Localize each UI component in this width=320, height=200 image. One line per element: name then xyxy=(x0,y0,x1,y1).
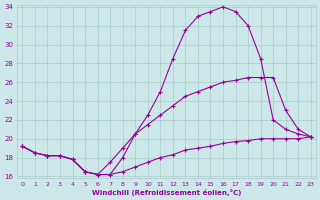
X-axis label: Windchill (Refroidissement éolien,°C): Windchill (Refroidissement éolien,°C) xyxy=(92,189,241,196)
